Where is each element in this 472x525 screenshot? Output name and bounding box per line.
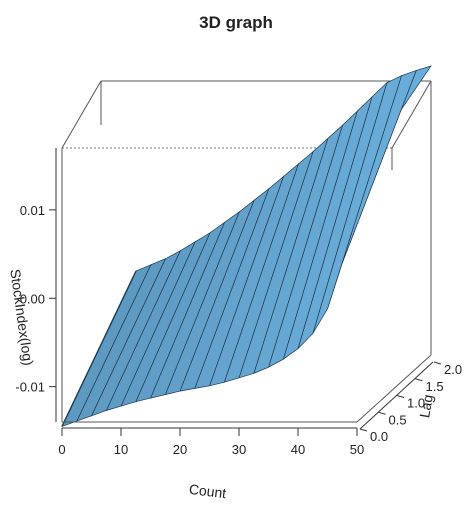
z-axis-label: StockIndex(log) bbox=[7, 268, 36, 367]
surface-trough-curve bbox=[61, 270, 137, 427]
z-axis: 0.01 0.00 -0.01 StockIndex(log) bbox=[7, 148, 57, 422]
x-tick-label: 40 bbox=[291, 442, 305, 457]
y-axis-line bbox=[359, 361, 434, 430]
x-tick-label: 30 bbox=[232, 442, 246, 457]
box-edge-top-left-depth bbox=[61, 80, 102, 149]
y-tick-label: 1.0 bbox=[407, 396, 425, 411]
y-tick-label: 2.0 bbox=[444, 362, 462, 377]
x-tick-label: 0 bbox=[58, 442, 65, 457]
box-edge-bottom-depth bbox=[356, 354, 432, 423]
y-tick bbox=[433, 361, 442, 365]
x-tick-label: 20 bbox=[173, 442, 187, 457]
y-tick bbox=[415, 378, 423, 382]
y-tick bbox=[378, 411, 386, 415]
z-tick-label: -0.01 bbox=[15, 380, 45, 395]
surface bbox=[61, 65, 432, 428]
x-axis: 0 10 20 30 40 50 Count bbox=[58, 427, 364, 501]
y-axis-label: Lag bbox=[416, 393, 436, 419]
y-tick bbox=[396, 395, 405, 398]
box-front-edges bbox=[61, 148, 432, 423]
y-tick-label: 1.5 bbox=[426, 379, 444, 394]
y-tick-label: 0.5 bbox=[389, 412, 407, 427]
y-tick bbox=[359, 428, 368, 432]
x-tick-label: 10 bbox=[114, 442, 128, 457]
x-tick-label: 50 bbox=[350, 442, 364, 457]
z-tick-label: 0.01 bbox=[20, 203, 45, 218]
z-tick-label: 0.00 bbox=[20, 291, 45, 306]
y-tick-label: 0.0 bbox=[370, 429, 388, 444]
y-axis: 0.00.51.01.52.0 Lag bbox=[359, 361, 462, 444]
box-edge-top-right-depth bbox=[391, 80, 432, 149]
box-back-edges bbox=[61, 80, 432, 355]
x-axis-label: Count bbox=[188, 481, 227, 501]
chart-title: 3D graph bbox=[199, 13, 273, 32]
